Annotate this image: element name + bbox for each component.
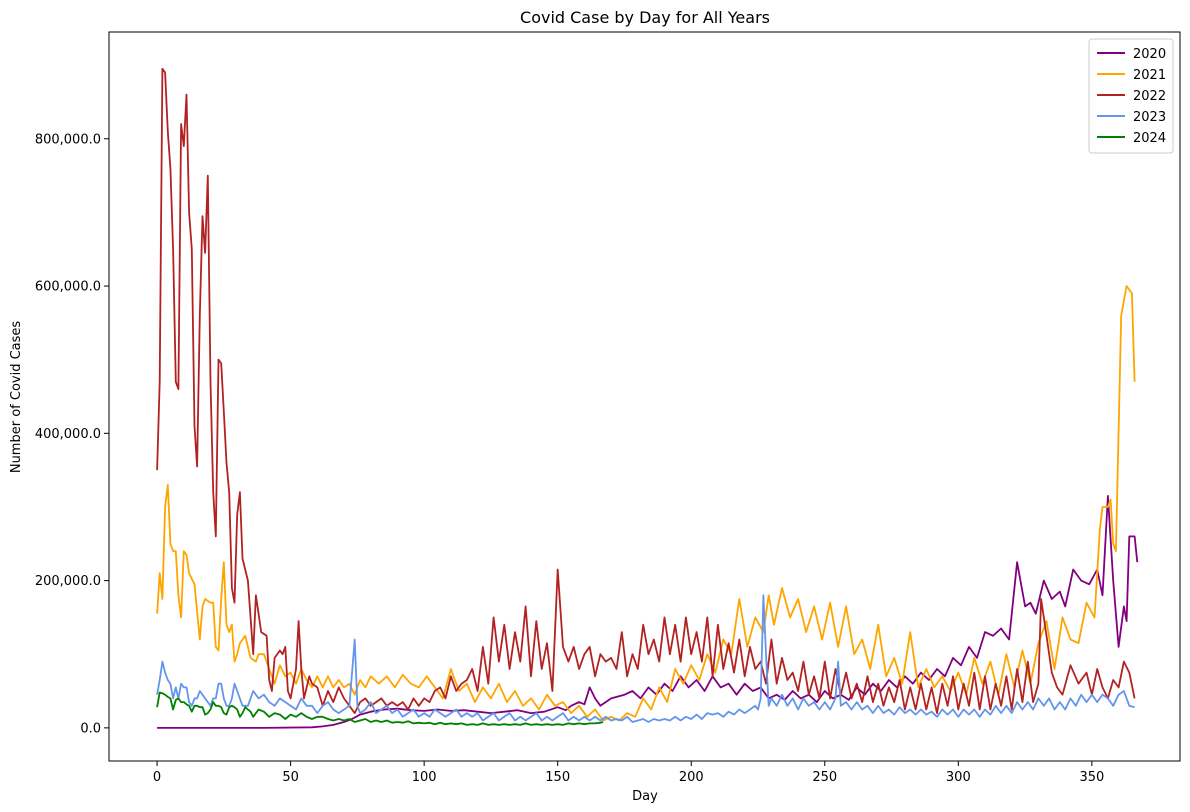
x-tick-label: 200 [679, 770, 704, 785]
y-tick-label: 200,000.0 [35, 574, 101, 589]
legend: 2020 2021 2022 2023 2024 [1088, 38, 1174, 154]
legend-label-2021: 2021 [1133, 68, 1166, 83]
y-axis-label: Number of Covid Cases [9, 321, 24, 474]
chart-title: Covid Case by Day for All Years [520, 8, 770, 27]
plot-lines [156, 67, 1139, 729]
y-tick-label: 800,000.0 [35, 132, 101, 147]
x-tick-label: 350 [1079, 770, 1104, 785]
y-tick-label: 600,000.0 [35, 280, 101, 295]
x-tick-label: 50 [282, 770, 299, 785]
x-tick-label: 300 [946, 770, 971, 785]
legend-label-2024: 2024 [1133, 131, 1166, 146]
x-tick-label: 250 [812, 770, 837, 785]
series-line-2023 [156, 594, 1135, 723]
series-line-2020 [157, 494, 1139, 729]
legend-label-2022: 2022 [1133, 89, 1166, 104]
legend-label-2023: 2023 [1133, 110, 1166, 125]
legend-label-2020: 2020 [1133, 47, 1166, 62]
legend-box [1088, 38, 1174, 154]
series-line-2024 [156, 691, 604, 726]
x-tick-label: 0 [153, 770, 161, 785]
x-axis-label: Day [632, 789, 658, 804]
series-line-2021 [156, 285, 1136, 722]
series-line-2022 [156, 67, 1136, 714]
plot-area-frame [108, 31, 1181, 762]
y-axis-ticks: 0.0 200,000.0 400,000.0 600,000.0 800,000.0 [35, 132, 109, 736]
x-tick-label: 150 [545, 770, 570, 785]
y-tick-label: 0.0 [80, 721, 101, 736]
x-tick-label: 100 [412, 770, 437, 785]
y-tick-label: 400,000.0 [35, 427, 101, 442]
x-axis-ticks: 0 50 100 150 200 250 300 350 [153, 761, 1104, 785]
